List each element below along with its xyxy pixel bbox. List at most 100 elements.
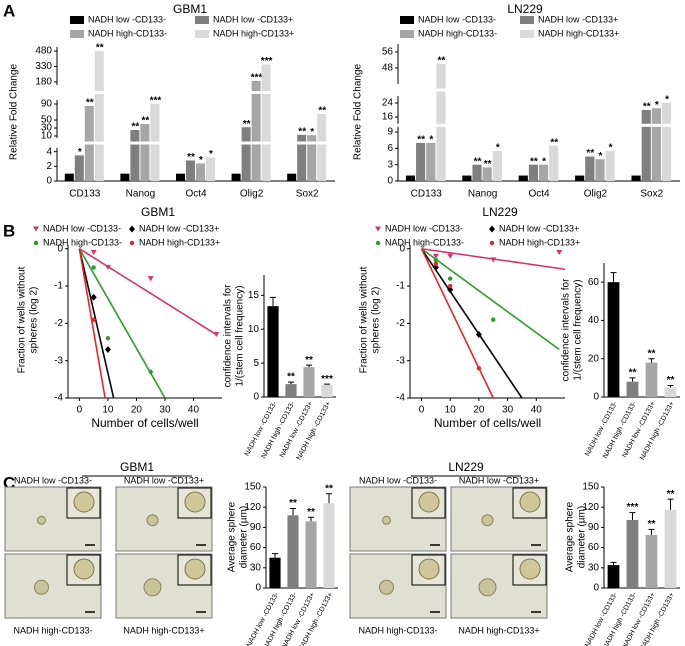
point [90,293,97,301]
y-axis-label: diameter (µm) [239,506,250,568]
y-axis-label: spheres (log 2) [371,287,382,354]
image-label: NADH high-CD133- [13,625,92,635]
significance: *** [321,374,333,385]
point [447,283,453,289]
error-bar [306,364,312,368]
y-tick-label: 30 [588,562,600,573]
sphere [378,579,394,595]
y-tick-label: 20 [588,353,600,364]
legend-swatch [195,16,209,24]
significance: ** [648,348,656,359]
x-tick-label: 30 [502,405,514,416]
image-group-title: GBM1 [120,460,154,474]
significance: * [209,149,213,160]
y-axis-label: Average sphere [227,501,238,572]
error-bar [667,385,674,388]
y-tick-label: 0 [57,243,63,254]
legend-label: NADH high-CD133+ [499,237,580,247]
y-tick-label: -1 [396,281,405,292]
bar [626,519,639,588]
x-tick-label: Olig2 [240,189,264,200]
x-tick-label: Sox2 [640,189,663,200]
panel-label: A [3,1,15,20]
legend-label: NADH high-CD133- [88,28,167,38]
bar [303,367,315,397]
x-tick-label: Nanog [126,189,155,200]
y-tick-label: 120 [582,502,599,513]
error-bar [308,516,314,522]
point [91,317,96,322]
sphere [33,579,49,595]
y-tick-label: 60 [588,277,600,288]
bar [231,173,241,181]
bar [631,175,641,181]
significance: * [310,127,314,138]
error-bar [648,528,655,535]
point [432,263,439,271]
fit-line [420,248,523,399]
legend-marker [375,226,381,232]
bar [269,557,281,588]
bar [645,534,658,588]
x-tick-label: Oct4 [185,189,207,200]
y-tick-label: 16 [382,112,394,123]
legend-marker [33,226,39,232]
error-bar [610,272,617,283]
error-bar [648,358,655,363]
point [147,276,154,282]
legend-label: NADH low -CD133+ [499,223,579,233]
bar [175,173,185,181]
legend-swatch [70,16,84,24]
point [90,249,97,255]
bar [549,145,559,181]
x-tick-label: NADH high -CD133+ [639,592,676,646]
sphere [381,515,391,525]
significance: *** [261,56,273,67]
bar [140,124,150,181]
chart-title: GBM1 [141,205,175,219]
significance: * [78,147,82,158]
legend-marker [489,240,495,246]
y-axis-label: 1/(stem cell frequency) [235,285,246,386]
bar [605,151,615,181]
legend-marker [129,225,135,233]
significance: ** [318,106,326,117]
point [91,265,96,270]
x-tick-label: 0 [77,405,83,416]
bar [585,156,595,181]
x-tick-label: NADH high -CD133- [260,400,296,460]
legend-label: NADH high-CD133- [43,237,122,247]
significance: ** [550,137,558,148]
image-label: NADH low -CD133+ [124,475,204,485]
x-tick-label: CD133 [411,189,443,200]
y-tick-label: -4 [396,393,405,404]
y-tick-label: 30 [250,562,262,573]
significance: * [199,155,203,166]
significance: ** [298,126,306,137]
bar [595,159,605,181]
error-bar [272,553,278,558]
x-tick-label: 20 [131,405,143,416]
legend-label: NADH low -CD133+ [139,223,219,233]
bar [267,306,279,397]
y-tick-label: 3 [387,159,393,170]
y-tick-label: -1 [54,281,63,292]
bar [492,151,502,181]
bar [661,103,672,181]
y-tick-label: 90 [588,522,600,533]
bar [664,509,677,588]
y-tick-label: 0 [399,243,405,254]
point [432,253,439,259]
x-tick-label: NADH low -CD133- [244,400,279,457]
sphere [478,578,497,597]
point [490,257,497,263]
point [476,365,482,371]
legend-swatch [520,16,534,24]
bar [287,515,299,588]
y-tick-label: 330 [35,61,52,72]
significance: ** [289,498,297,509]
legend-swatch [70,30,84,38]
y-tick-label: 60 [588,542,600,553]
point [148,369,153,375]
